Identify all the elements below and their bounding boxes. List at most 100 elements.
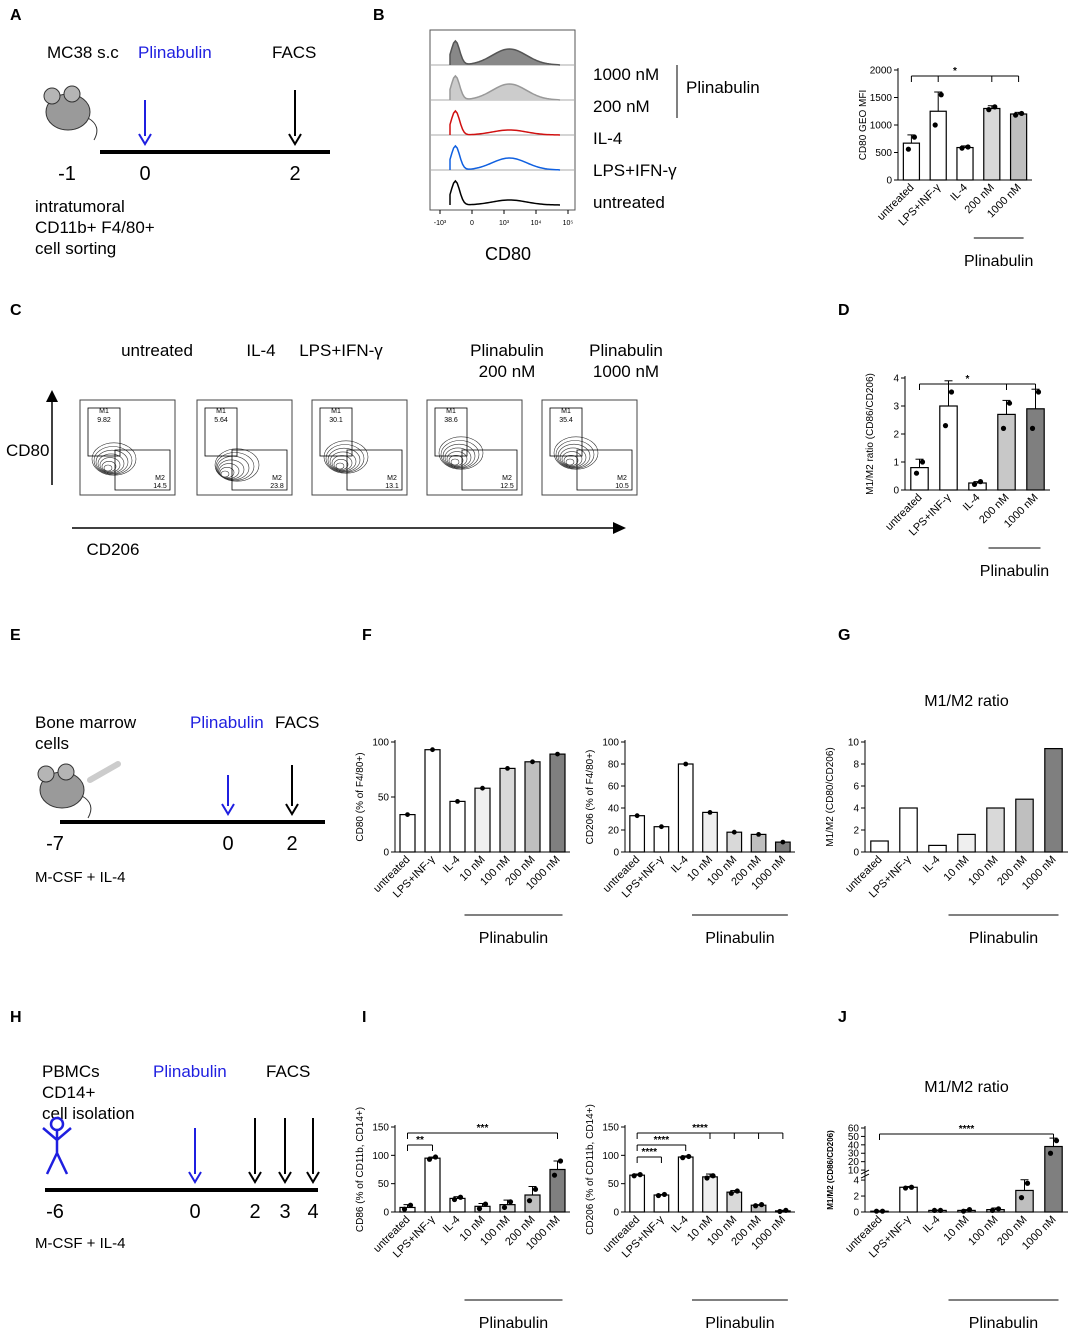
histogram-group-label: Plinabulin [686,78,760,97]
data-point [432,1154,439,1160]
arrow-head [138,133,152,146]
y-tick-label: 10 [848,738,860,749]
data-point [932,122,938,128]
histogram-row-label: 200 nM [593,97,650,116]
gate-m2 [346,449,403,491]
data-point [426,1156,433,1162]
data-point [913,470,920,476]
bar [1015,1189,1034,1213]
data-point [551,1172,558,1178]
y-tick-label: 0 [893,486,899,497]
contour-line [563,454,579,466]
bar [702,1176,718,1213]
gate-name: M1 [446,408,456,415]
data-point [407,1202,414,1208]
timeline-note: M-CSF + IL-4 [35,869,125,886]
arrow-head [248,1171,262,1184]
data-point [680,1155,686,1161]
significance-label: *** [477,1123,489,1134]
y-tick-label: 50 [378,793,390,804]
timeline-text: PBMCs [42,1062,100,1081]
arrow-head [221,803,235,816]
data-point [637,1172,643,1178]
gate-value: 10.5 [615,483,629,490]
bar [524,1194,541,1213]
data-point [704,1175,710,1181]
histogram-trace [449,74,561,101]
arrow-head [285,803,299,816]
data-point [728,1190,734,1196]
y-tick-label: 0 [853,848,859,859]
y-tick-label: 500 [875,148,892,159]
data-point [405,812,410,817]
bar [910,467,929,491]
significance-label: **** [959,1124,975,1135]
contour-title: LPS+IFN-γ [299,341,383,360]
y-tick-label: 50 [608,1179,620,1190]
data-point [631,1173,637,1179]
contour-line [325,444,365,473]
y-tick-label: 30 [848,1149,860,1160]
contour-line [93,446,133,475]
data-point [710,1173,716,1179]
gate-value: 23.8 [270,483,284,490]
chart-title: M1/M2 ratio [924,1079,1009,1096]
day-label: 0 [139,163,150,185]
contour-title: untreated [121,341,193,360]
day-label: 2 [286,833,297,855]
y-tick-label: 150 [602,1123,619,1134]
gate-m1 [549,407,583,457]
y-axis-label: CD206 (% of CD11b, CD14+) [585,1104,596,1235]
contour-line [438,436,484,470]
axis-break [860,1169,870,1179]
data-point [905,146,912,152]
histogram-tick-label: 10⁵ [563,220,574,227]
y-tick-label: 0 [853,1208,859,1219]
timeline-note: M-CSF + IL-4 [35,1235,125,1252]
y-tick-label: 4 [853,1176,859,1187]
person-body [42,1127,72,1175]
chart-title: M1/M2 ratio [924,693,1009,710]
contour-line [559,447,587,468]
contour-line [327,447,361,473]
group-label: Plinabulin [705,930,774,947]
data-point [530,759,535,765]
data-point [1024,1180,1031,1186]
group-label: Plinabulin [479,1315,548,1332]
histogram-tick-label: 10³ [499,220,510,227]
significance-label: * [966,374,970,385]
bar [986,807,1005,853]
day-label: -7 [46,833,64,855]
contour-line [219,466,235,478]
panel-letter: B [373,7,385,24]
group-label: Plinabulin [969,930,1038,947]
data-point [879,1208,886,1214]
data-point [555,751,560,757]
data-point [707,810,713,815]
x-tick-label: IL-4 [961,492,983,514]
data-point [1018,1195,1025,1201]
bar [629,1174,646,1213]
bar [399,813,416,853]
gate-m1 [434,407,468,457]
y-axis-label: CD80 (% of F4/80+) [355,752,366,841]
contour-line [450,458,460,466]
bar [928,844,947,853]
panel-letter: H [10,1009,22,1026]
contour-line [335,462,345,470]
mouse-ear [37,765,55,783]
bar [424,749,441,853]
bar [902,142,921,181]
y-tick-label: 2000 [870,66,893,77]
contour-frame [426,399,523,496]
contour-title: Plinabulin [589,341,663,360]
y-tick-label: 150 [372,1123,389,1134]
histogram-trace [449,144,561,171]
bar [928,1209,947,1213]
data-point [526,1198,533,1204]
bar [957,833,976,853]
bar [957,1209,976,1213]
day-label: -1 [58,163,76,185]
data-point [557,1158,564,1164]
